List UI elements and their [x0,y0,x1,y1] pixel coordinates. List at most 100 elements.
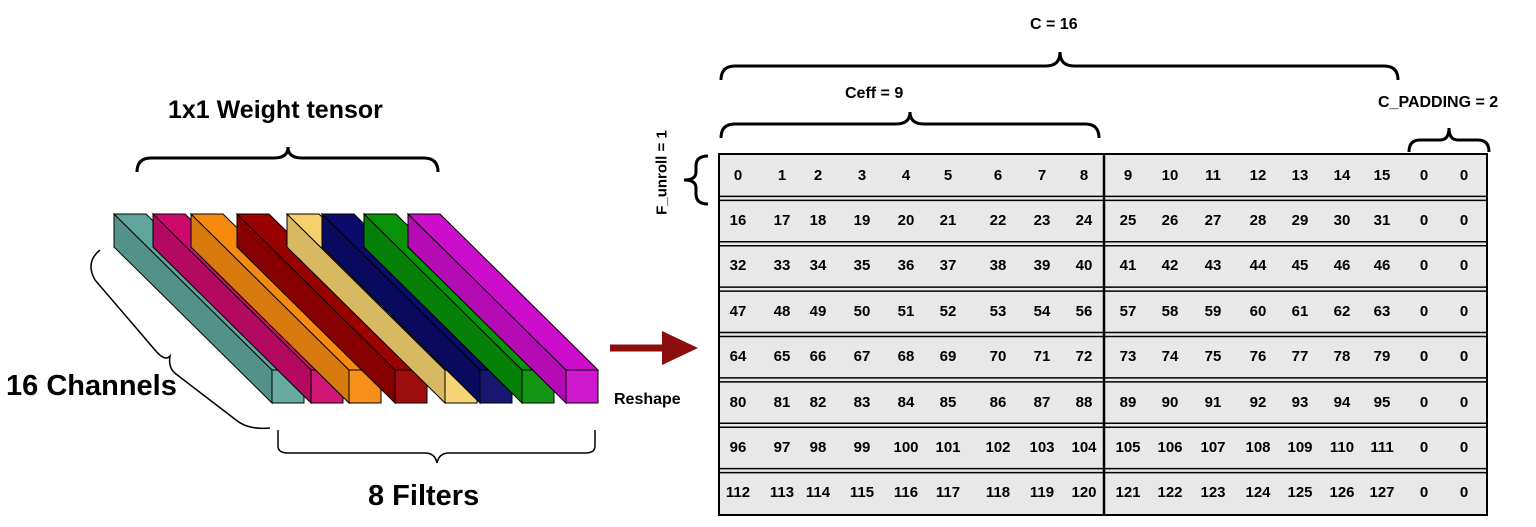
brace-c [721,52,1398,80]
grid-cell: 93 [1280,394,1320,412]
grid-cell: 57 [1108,303,1148,321]
grid-cell: 41 [1108,257,1148,275]
grid-cell: 29 [1280,212,1320,230]
grid-cell: 30 [1322,212,1362,230]
grid-cell: 0 [1444,484,1484,502]
grid-cell: 44 [1238,257,1278,275]
grid-cell: 4 [886,167,926,185]
grid-cell: 114 [798,484,838,502]
grid-cell: 9 [1108,167,1148,185]
grid-cell: 104 [1064,439,1104,457]
grid-cell: 62 [1322,303,1362,321]
grid-cell: 103 [1022,439,1062,457]
grid-cell: 72 [1064,348,1104,366]
grid-cell: 110 [1322,439,1362,457]
grid-cell: 71 [1022,348,1062,366]
grid-cell: 0 [1404,212,1444,230]
grid-cell: 122 [1150,484,1190,502]
grid-cell: 51 [886,303,926,321]
grid-cell: 35 [842,257,882,275]
grid-cell: 58 [1150,303,1190,321]
grid-cell: 20 [886,212,926,230]
grid-cell: 113 [762,484,802,502]
grid-cell: 79 [1362,348,1402,366]
grid-cell: 48 [762,303,802,321]
grid-cell: 0 [1444,257,1484,275]
grid-cell: 3 [842,167,882,185]
grid-cell: 82 [798,394,838,412]
grid-cell: 47 [718,303,758,321]
grid-cell: 46 [1322,257,1362,275]
grid-cell: 38 [978,257,1018,275]
grid-cell: 107 [1193,439,1233,457]
grid-cell: 117 [928,484,968,502]
grid-cell: 97 [762,439,802,457]
grid-cell: 125 [1280,484,1320,502]
reshape-label: Reshape [614,391,681,409]
grid-cell: 10 [1150,167,1190,185]
grid-cell: 116 [886,484,926,502]
grid-cell: 63 [1362,303,1402,321]
grid-cell: 92 [1238,394,1278,412]
grid-cell: 0 [1404,394,1444,412]
grid-cell: 19 [842,212,882,230]
filters-label: 8 Filters [368,480,479,513]
grid-cell: 2 [798,167,838,185]
brace-c-padding [1409,128,1489,152]
grid-cell: 45 [1280,257,1320,275]
grid-cell: 77 [1280,348,1320,366]
grid-cell: 37 [928,257,968,275]
grid-cell: 0 [1444,439,1484,457]
grid-cell: 6 [978,167,1018,185]
grid-cell: 39 [1022,257,1062,275]
grid-cell: 81 [762,394,802,412]
ceff-label: Ceff = 9 [845,85,903,103]
grid-cell: 56 [1064,303,1104,321]
grid-cell: 120 [1064,484,1104,502]
grid-cell: 108 [1238,439,1278,457]
grid-cell: 124 [1238,484,1278,502]
grid-cell: 0 [1404,348,1444,366]
grid-cell: 7 [1022,167,1062,185]
grid-cell: 1 [762,167,802,185]
grid-cell: 109 [1280,439,1320,457]
grid-cell: 33 [762,257,802,275]
grid-cell: 74 [1150,348,1190,366]
grid-cell: 24 [1064,212,1104,230]
grid-cell: 15 [1362,167,1402,185]
grid-cell: 22 [978,212,1018,230]
grid-cell: 95 [1362,394,1402,412]
grid-cell: 14 [1322,167,1362,185]
grid-cell: 53 [978,303,1018,321]
grid-cell: 111 [1362,439,1402,457]
grid-cell: 84 [886,394,926,412]
grid-cell: 5 [928,167,968,185]
grid-cell: 64 [718,348,758,366]
grid-cell: 36 [886,257,926,275]
grid-cell: 100 [886,439,926,457]
grid-cell: 83 [842,394,882,412]
grid-cell: 118 [978,484,1018,502]
grid-cell: 26 [1150,212,1190,230]
grid-cell: 16 [718,212,758,230]
grid-cell: 17 [762,212,802,230]
c-label: C = 16 [1030,16,1078,34]
grid-cell: 46 [1362,257,1402,275]
grid-cell: 99 [842,439,882,457]
f-unroll-label: F_unroll = 1 [654,123,671,223]
grid-cell: 98 [798,439,838,457]
grid-cell: 0 [1444,348,1484,366]
reshape-arrow [610,331,698,365]
brace-ceff [721,112,1099,138]
grid-cell: 94 [1322,394,1362,412]
grid-cell: 0 [1404,167,1444,185]
grid-cell: 40 [1064,257,1104,275]
grid-cell: 78 [1322,348,1362,366]
grid-cell: 87 [1022,394,1062,412]
grid-cell: 123 [1193,484,1233,502]
grid-cell: 25 [1108,212,1148,230]
grid-cell: 32 [718,257,758,275]
grid-cell: 85 [928,394,968,412]
grid-cell: 54 [1022,303,1062,321]
grid-cell: 11 [1193,167,1233,185]
